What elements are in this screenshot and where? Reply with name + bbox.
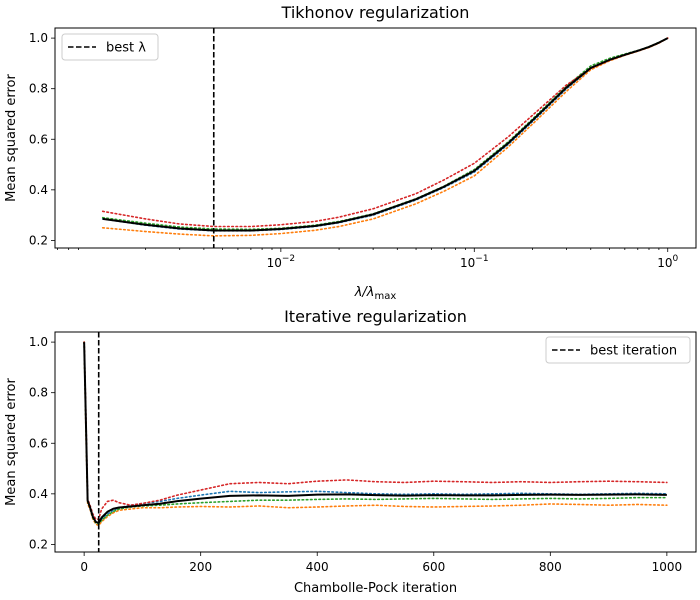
iterative-x-ticks: 0 200 400 600 800 1000	[80, 552, 682, 574]
iterative-legend-label: best iteration	[590, 344, 677, 359]
iterative-ytick-label: 0.8	[29, 386, 48, 400]
iterative-ylabel: Mean squared error	[4, 378, 19, 506]
tikhonov-series-line-1	[101, 37, 669, 232]
iterative-xtick-label: 800	[539, 560, 562, 574]
iterative-legend: best iteration	[545, 336, 691, 364]
iterative-ytick-label: 0.2	[29, 537, 48, 551]
iterative-series-line-5	[83, 342, 667, 524]
tikhonov-xlabel-main: λ/λ	[354, 285, 375, 300]
tikhonov-ytick-label: 0.4	[29, 183, 48, 197]
tikhonov-legend: best λ	[61, 33, 159, 61]
tikhonov-legend-box	[61, 33, 159, 61]
iterative-xtick-label: 1000	[652, 560, 683, 574]
tikhonov-x-ticks: 10−2 10−1 100	[57, 248, 679, 270]
tikhonov-ytick-label: 0.8	[29, 82, 48, 96]
tikhonov-ytick-label: 1.0	[29, 31, 48, 45]
tikhonov-legend-label: best λ	[106, 41, 146, 56]
tikhonov-xtick-label: 10−1	[460, 254, 489, 270]
iterative-series-line-2	[83, 341, 668, 527]
tikhonov-xtick-label: 10−2	[267, 254, 296, 270]
tikhonov-xtick-label: 100	[657, 254, 678, 270]
tikhonov-title: Tikhonov regularization	[281, 3, 470, 22]
iterative-series-line-3	[83, 341, 668, 525]
tikhonov-y-ticks: 0.2 0.4 0.6 0.8 1.0	[29, 31, 55, 247]
iterative-series-line-4	[83, 341, 668, 520]
iterative-legend-box	[545, 336, 691, 364]
tikhonov-series-line-2	[101, 37, 669, 237]
iterative-ytick-label: 1.0	[29, 335, 48, 349]
tikhonov-ylabel: Mean squared error	[4, 74, 19, 202]
tikhonov-xlabel-sub: max	[374, 291, 396, 302]
tikhonov-series-line-3	[101, 37, 669, 231]
tikhonov-series-line-4	[101, 37, 669, 228]
iterative-xtick-label: 400	[306, 560, 329, 574]
iterative-chart: Iterative regularization 0.2 0.4 0.6 0.8 1.0…	[4, 307, 697, 596]
iterative-axes-frame	[54, 331, 697, 553]
iterative-xlabel: Chambolle-Pock iteration	[294, 581, 457, 596]
iterative-ytick-label: 0.6	[29, 436, 48, 450]
tikhonov-chart: Tikhonov regularization 0.20.40.60.81.0 …	[4, 3, 697, 302]
tikhonov-ytick-label: 0.2	[29, 233, 48, 247]
iterative-ytick-label: 0.4	[29, 487, 48, 501]
tikhonov-series	[101, 28, 669, 248]
iterative-y-ticks: 0.2 0.4 0.6 0.8 1.0	[29, 335, 55, 551]
tikhonov-series-line-5	[102, 37, 669, 232]
tikhonov-ytick-label: 0.6	[29, 132, 48, 146]
iterative-xtick-label: 0	[80, 560, 88, 574]
iterative-xtick-label: 600	[422, 560, 445, 574]
tikhonov-xlabel: λ/λmax	[354, 285, 397, 302]
tikhonov-axes-frame	[54, 27, 697, 249]
iterative-title: Iterative regularization	[284, 307, 467, 326]
iterative-series	[83, 332, 668, 552]
iterative-xtick-label: 200	[189, 560, 212, 574]
